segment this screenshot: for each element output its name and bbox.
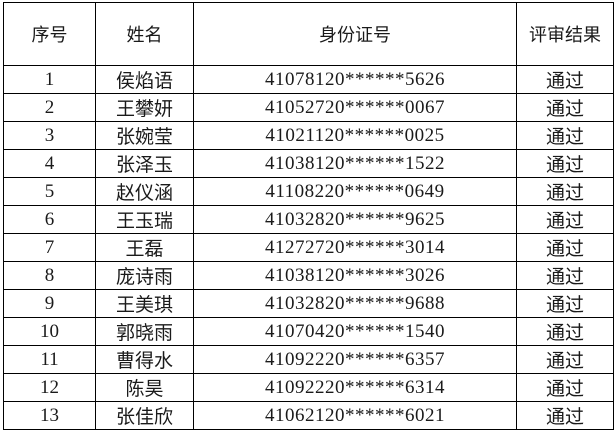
cell-id-number: 41032820******9688 [193, 289, 517, 318]
cell-id-number: 41038120******1522 [193, 149, 517, 178]
cell-review-result: 通过 [516, 177, 614, 206]
cell-review-result: 通过 [516, 401, 614, 430]
cell-serial-number: 7 [3, 233, 96, 262]
cell-review-result: 通过 [516, 93, 614, 122]
header-row: 序号 姓名 身份证号 评审结果 [3, 2, 614, 66]
cell-id-number: 41038120******3026 [193, 261, 517, 290]
table-row: 4 张泽玉 41038120******1522 通过 [3, 149, 614, 178]
table-row: 9 王美琪 41032820******9688 通过 [3, 289, 614, 318]
header-review-result: 评审结果 [516, 2, 614, 66]
cell-serial-number: 3 [3, 121, 96, 150]
cell-name: 王攀妍 [95, 93, 194, 122]
cell-review-result: 通过 [516, 289, 614, 318]
table-row: 11 曹得水 41092220******6357 通过 [3, 345, 614, 374]
cell-name: 侯焰语 [95, 65, 194, 94]
cell-name: 张泽玉 [95, 149, 194, 178]
cell-serial-number: 4 [3, 149, 96, 178]
cell-id-number: 41070420******1540 [193, 317, 517, 346]
cell-id-number: 41078120******5626 [193, 65, 517, 94]
cell-serial-number: 10 [3, 317, 96, 346]
table-row: 6 王玉瑞 41032820******9625 通过 [3, 205, 614, 234]
cell-review-result: 通过 [516, 345, 614, 374]
table-body: 1 侯焰语 41078120******5626 通过 2 王攀妍 41052720****… [3, 65, 614, 430]
table-header: 序号 姓名 身份证号 评审结果 [3, 2, 614, 66]
cell-id-number: 41272720******3014 [193, 233, 517, 262]
table-row: 13 张佳欣 41062120******6021 通过 [3, 401, 614, 430]
cell-serial-number: 5 [3, 177, 96, 206]
header-name: 姓名 [95, 2, 194, 66]
cell-name: 王玉瑞 [95, 205, 194, 234]
table-row: 1 侯焰语 41078120******5626 通过 [3, 65, 614, 94]
table-row: 3 张婉莹 41021120******0025 通过 [3, 121, 614, 150]
cell-id-number: 41062120******6021 [193, 401, 517, 430]
cell-review-result: 通过 [516, 149, 614, 178]
table-row: 7 王磊 41272720******3014 通过 [3, 233, 614, 262]
table-row: 2 王攀妍 41052720******0067 通过 [3, 93, 614, 122]
cell-name: 曹得水 [95, 345, 194, 374]
cell-name: 庞诗雨 [95, 261, 194, 290]
table-row: 8 庞诗雨 41038120******3026 通过 [3, 261, 614, 290]
review-results-table: 序号 姓名 身份证号 评审结果 1 侯焰语 41078120******5626 通过… [3, 2, 614, 430]
cell-id-number: 41052720******0067 [193, 93, 517, 122]
cell-serial-number: 8 [3, 261, 96, 290]
cell-review-result: 通过 [516, 261, 614, 290]
table-row: 12 陈昊 41092220******6314 通过 [3, 373, 614, 402]
cell-serial-number: 13 [3, 401, 96, 430]
cell-id-number: 41021120******0025 [193, 121, 517, 150]
cell-serial-number: 2 [3, 93, 96, 122]
header-id-number: 身份证号 [193, 2, 517, 66]
cell-name: 陈昊 [95, 373, 194, 402]
cell-serial-number: 6 [3, 205, 96, 234]
cell-review-result: 通过 [516, 373, 614, 402]
header-serial-number: 序号 [3, 2, 96, 66]
cell-serial-number: 9 [3, 289, 96, 318]
cell-name: 王磊 [95, 233, 194, 262]
cell-serial-number: 1 [3, 65, 96, 94]
cell-name: 张婉莹 [95, 121, 194, 150]
cell-review-result: 通过 [516, 317, 614, 346]
cell-name: 张佳欣 [95, 401, 194, 430]
cell-name: 赵仪涵 [95, 177, 194, 206]
cell-id-number: 41092220******6357 [193, 345, 517, 374]
table-row: 10 郭晓雨 41070420******1540 通过 [3, 317, 614, 346]
cell-review-result: 通过 [516, 205, 614, 234]
cell-review-result: 通过 [516, 65, 614, 94]
cell-name: 王美琪 [95, 289, 194, 318]
cell-review-result: 通过 [516, 233, 614, 262]
table-row: 5 赵仪涵 41108220******0649 通过 [3, 177, 614, 206]
cell-id-number: 41108220******0649 [193, 177, 517, 206]
cell-name: 郭晓雨 [95, 317, 194, 346]
cell-review-result: 通过 [516, 121, 614, 150]
cell-id-number: 41092220******6314 [193, 373, 517, 402]
cell-serial-number: 11 [3, 345, 96, 374]
cell-serial-number: 12 [3, 373, 96, 402]
cell-id-number: 41032820******9625 [193, 205, 517, 234]
